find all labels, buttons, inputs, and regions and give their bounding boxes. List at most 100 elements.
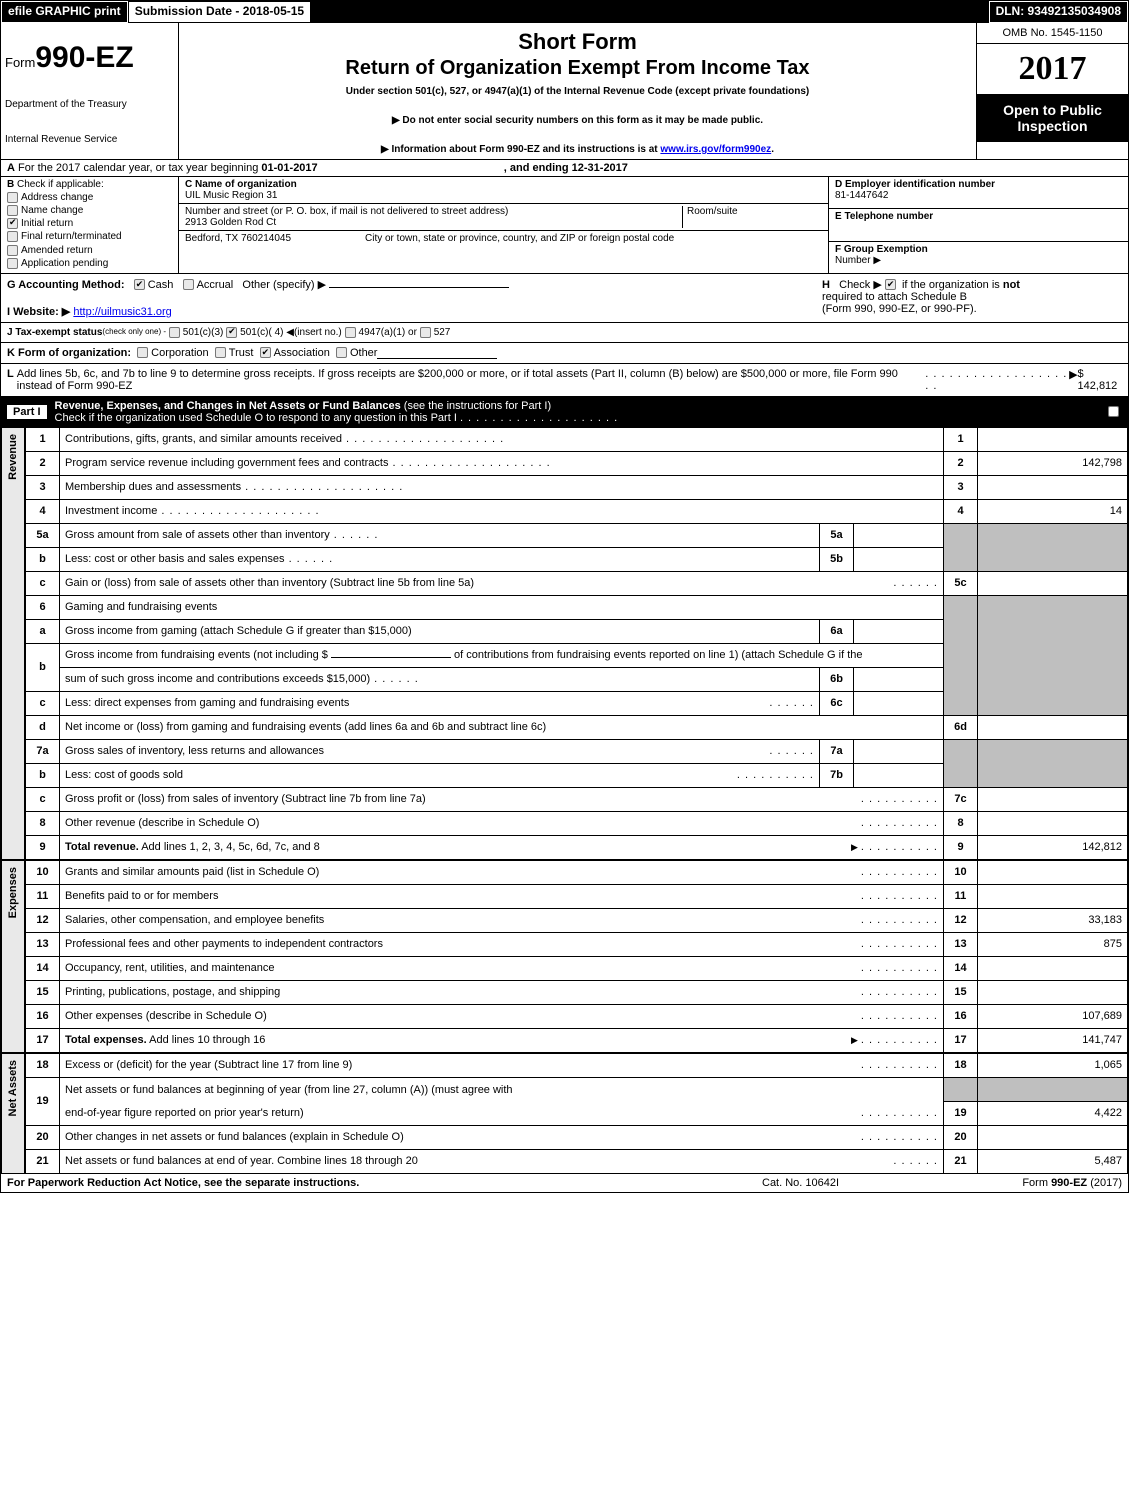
- netassets-section: Net Assets 18Excess or (deficit) for the…: [1, 1053, 1128, 1174]
- check-name-change[interactable]: [7, 205, 18, 216]
- row-g-h: G Accounting Method: Cash Accrual Other …: [1, 274, 1128, 323]
- k-other: Other: [350, 347, 378, 359]
- line-9: 9Total revenue. Add lines 1, 2, 3, 4, 5c…: [26, 835, 1128, 859]
- check-pending[interactable]: [7, 258, 18, 269]
- h-text2: if the organization is: [902, 279, 1003, 291]
- line-21: 21Net assets or fund balances at end of …: [26, 1149, 1128, 1173]
- label-f: F Group Exemption: [835, 244, 928, 255]
- info-post: .: [771, 144, 774, 155]
- line-4: 4Investment income414: [26, 499, 1128, 523]
- irs-link[interactable]: www.irs.gov/form990ez: [660, 144, 771, 155]
- street-value: 2913 Golden Rod Ct: [185, 217, 682, 228]
- a-end-date: 12-31-2017: [572, 162, 628, 174]
- j-small: (check only one) -: [102, 327, 166, 338]
- j-501c: 501(c)( 4): [240, 327, 283, 338]
- f-number-label: Number: [835, 255, 871, 266]
- check-501c3[interactable]: [169, 327, 180, 338]
- part-i-bar: Part I Revenue, Expenses, and Changes in…: [1, 397, 1128, 427]
- org-name: UIL Music Region 31: [185, 190, 822, 201]
- line-16: 16Other expenses (describe in Schedule O…: [26, 1004, 1128, 1028]
- form-page: efile GRAPHIC print Submission Date - 20…: [0, 0, 1129, 1193]
- line-10: 10Grants and similar amounts paid (list …: [26, 860, 1128, 884]
- row-k: K Form of organization: Corporation Trus…: [1, 343, 1128, 364]
- open-to-public: Open to Public Inspection: [977, 94, 1128, 142]
- line-5c: cGain or (loss) from sale of assets othe…: [26, 571, 1128, 595]
- dln-badge: DLN: 93492135034908: [989, 1, 1128, 23]
- expenses-section: Expenses 10Grants and similar amounts pa…: [1, 860, 1128, 1053]
- check-initial-return[interactable]: [7, 218, 18, 229]
- j-527: 527: [434, 327, 451, 338]
- l-text: Add lines 5b, 6c, and 7b to line 9 to de…: [17, 368, 925, 392]
- title-return: Return of Organization Exempt From Incom…: [183, 57, 972, 80]
- label-i: I Website: ▶: [7, 306, 70, 318]
- label-b: B: [7, 179, 14, 190]
- line-5a: 5aGross amount from sale of assets other…: [26, 523, 1128, 547]
- open-line2: Inspection: [981, 118, 1124, 134]
- check-amended[interactable]: [7, 245, 18, 256]
- line-20: 20Other changes in net assets or fund ba…: [26, 1125, 1128, 1149]
- check-address-change[interactable]: [7, 192, 18, 203]
- part-i-title: Revenue, Expenses, and Changes in Net As…: [55, 400, 401, 412]
- efile-badge: efile GRAPHIC print: [1, 1, 128, 23]
- g-other: Other (specify) ▶: [242, 279, 326, 291]
- line-15: 15Printing, publications, postage, and s…: [26, 980, 1128, 1004]
- label-d: D Employer identification number: [835, 179, 995, 190]
- row-l: L Add lines 5b, 6c, and 7b to line 9 to …: [1, 364, 1128, 397]
- footer-paperwork: For Paperwork Reduction Act Notice, see …: [7, 1177, 762, 1189]
- check-assoc[interactable]: [260, 347, 271, 358]
- website-link[interactable]: http://uilmusic31.org: [73, 306, 171, 318]
- check-part-i[interactable]: [1108, 406, 1119, 417]
- label-g: G Accounting Method:: [7, 279, 125, 291]
- subtitle-info: ▶ Information about Form 990-EZ and its …: [183, 144, 972, 155]
- check-h[interactable]: [885, 279, 896, 290]
- check-final-return[interactable]: [7, 231, 18, 242]
- check-527[interactable]: [420, 327, 431, 338]
- l-amount: $ 142,812: [1078, 368, 1122, 392]
- b-item-1: Name change: [21, 205, 83, 216]
- k-corp: Corporation: [151, 347, 208, 359]
- line-19b: end-of-year figure reported on prior yea…: [26, 1101, 1128, 1125]
- g-accrual: Accrual: [197, 279, 234, 291]
- h-text3: required to attach Schedule B: [822, 291, 1122, 303]
- check-cash[interactable]: [134, 279, 145, 290]
- line-14: 14Occupancy, rent, utilities, and mainte…: [26, 956, 1128, 980]
- footer-form: Form 990-EZ (2017): [962, 1177, 1122, 1189]
- form-number: Form990-EZ: [5, 41, 174, 75]
- l-arrow-icon: ▶: [1069, 368, 1077, 392]
- info-pre: ▶ Information about Form 990-EZ and its …: [381, 144, 660, 155]
- part-i-paren: (see the instructions for Part I): [404, 400, 551, 412]
- section-bcdef: B Check if applicable: Address change Na…: [1, 177, 1128, 274]
- check-accrual[interactable]: [183, 279, 194, 290]
- check-trust[interactable]: [215, 347, 226, 358]
- b-item-0: Address change: [21, 192, 93, 203]
- top-bar: efile GRAPHIC print Submission Date - 20…: [1, 1, 1128, 23]
- line-8: 8Other revenue (describe in Schedule O)8: [26, 811, 1128, 835]
- revenue-section: Revenue 1Contributions, gifts, grants, a…: [1, 427, 1128, 860]
- check-corp[interactable]: [137, 347, 148, 358]
- line-6d: dNet income or (loss) from gaming and fu…: [26, 715, 1128, 739]
- k-assoc: Association: [274, 347, 330, 359]
- row-j: J Tax-exempt status(check only one) - 50…: [1, 323, 1128, 343]
- check-501c[interactable]: [226, 327, 237, 338]
- a-text-pre: For the 2017 calendar year, or tax year …: [18, 162, 261, 174]
- row-a: A For the 2017 calendar year, or tax yea…: [1, 160, 1128, 177]
- line-7a: 7aGross sales of inventory, less returns…: [26, 739, 1128, 763]
- a-mid: , and ending: [504, 162, 572, 174]
- a-begin-date: 01-01-2017: [261, 162, 317, 174]
- f-arrow-icon: ▶: [873, 255, 881, 266]
- line-17: 17Total expenses. Add lines 10 through 1…: [26, 1028, 1128, 1052]
- check-4947[interactable]: [345, 327, 356, 338]
- line-7c: cGross profit or (loss) from sales of in…: [26, 787, 1128, 811]
- check-other[interactable]: [336, 347, 347, 358]
- h-not: not: [1003, 279, 1020, 291]
- b-item-2: Initial return: [21, 218, 73, 229]
- line-12: 12Salaries, other compensation, and empl…: [26, 908, 1128, 932]
- netassets-vlabel: Net Assets: [1, 1053, 25, 1174]
- revenue-vlabel: Revenue: [1, 427, 25, 860]
- omb-number: OMB No. 1545-1150: [977, 23, 1128, 44]
- g-cash: Cash: [148, 279, 174, 291]
- b-item-3: Final return/terminated: [21, 232, 122, 243]
- tax-year: 2017: [977, 44, 1128, 94]
- label-c: C Name of organization: [185, 179, 297, 190]
- k-trust: Trust: [229, 347, 254, 359]
